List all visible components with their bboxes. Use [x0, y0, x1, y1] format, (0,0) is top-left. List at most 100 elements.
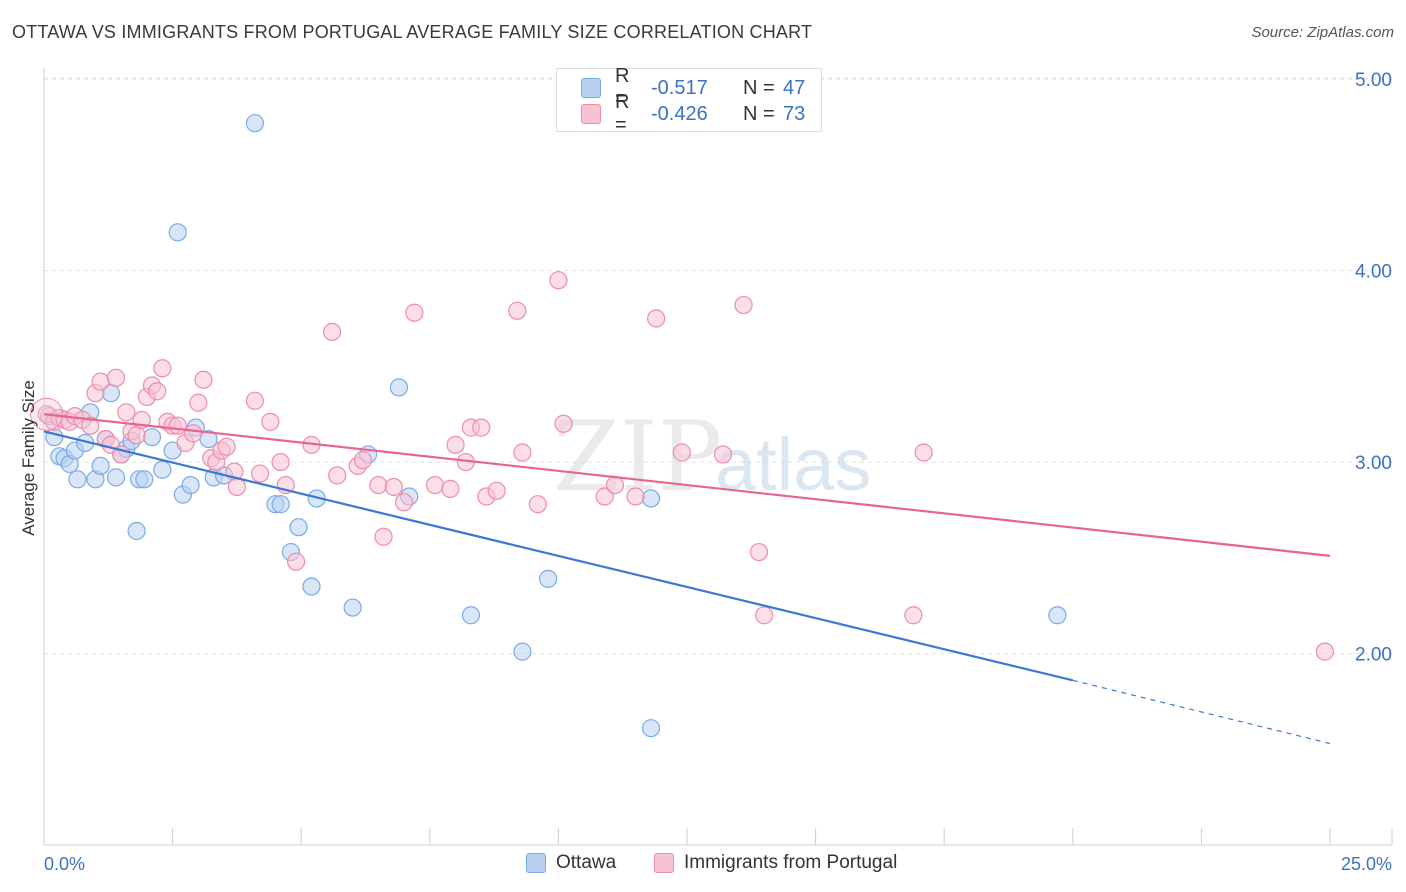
data-points: [30, 114, 1334, 738]
portugal-point: [168, 416, 187, 435]
axes: [43, 68, 1393, 846]
watermark-atlas: atlas: [715, 423, 871, 506]
portugal-point: [194, 370, 213, 389]
ottawa-point: [289, 518, 308, 537]
portugal-point: [184, 424, 203, 443]
portugal-point: [250, 464, 270, 483]
portugal-point: [245, 391, 265, 410]
ottawa-point: [245, 114, 265, 133]
portugal-point: [749, 542, 769, 562]
ottawa-point: [641, 719, 661, 738]
portugal-point: [549, 271, 568, 290]
ottawa-point: [641, 489, 661, 508]
portugal-point: [81, 416, 100, 435]
portugal-point: [353, 451, 373, 470]
portugal-point: [734, 295, 753, 315]
ottawa-point: [389, 378, 409, 397]
portugal-point: [472, 418, 491, 437]
ottawa-point: [135, 470, 154, 489]
portugal-point: [384, 477, 403, 497]
legend-n-value: 47: [783, 76, 806, 99]
portugal-point: [261, 412, 280, 431]
legend-swatch-portugal: [654, 853, 674, 873]
source-label: Source: ZipAtlas.com: [1251, 24, 1394, 41]
portugal-point: [148, 382, 167, 401]
ottawa-point: [343, 598, 362, 617]
y-tick-label: 3.00: [1355, 453, 1392, 474]
ottawa-point: [1048, 606, 1067, 625]
portugal-point: [271, 452, 290, 472]
grid-lines: [44, 77, 1392, 655]
portugal-point: [508, 301, 527, 320]
ottawa-point: [539, 569, 558, 588]
portugal-point: [595, 487, 614, 506]
y-tick-label: 2.00: [1355, 645, 1392, 666]
portugal-point: [904, 606, 923, 625]
y-tick-label: 4.00: [1355, 262, 1392, 283]
portugal-point: [446, 435, 465, 454]
ottawa-point: [513, 642, 532, 661]
portugal-point: [605, 475, 625, 495]
ottawa-point: [68, 470, 87, 489]
legend-row-ottawa: R = -0.517 N = 47: [581, 65, 806, 110]
legend-r-label: R =: [615, 91, 630, 136]
y-tick-label: 5.00: [1355, 70, 1392, 91]
tick-labels: 2.00 3.00 4.00 5.00 0.0% 25.0%: [44, 70, 1392, 874]
legend-r-label: R =: [615, 65, 630, 110]
legend-label-portugal: Immigrants from Portugal: [684, 852, 898, 873]
legend-label-ottawa: Ottawa: [556, 852, 617, 873]
chart-title: OTTAWA VS IMMIGRANTS FROM PORTUGAL AVERA…: [12, 22, 813, 42]
portugal-point: [369, 475, 388, 495]
portugal-point: [217, 437, 236, 456]
portugal-point: [528, 495, 547, 514]
portugal-point: [189, 393, 208, 412]
portugal-point: [647, 309, 666, 328]
portugal-point: [328, 466, 347, 485]
portugal-point: [441, 479, 460, 498]
portugal-point: [1315, 642, 1334, 661]
ottawa-point: [106, 468, 126, 487]
legend-swatch-portugal: [581, 104, 601, 124]
y-axis-label: Average Family Size: [19, 380, 38, 536]
portugal-point: [374, 527, 393, 546]
portugal-point: [286, 552, 306, 571]
portugal-point: [117, 403, 136, 422]
portugal-point: [106, 368, 126, 387]
ottawa-point: [91, 456, 110, 476]
x-tick-label: 0.0%: [44, 854, 85, 874]
portugal-point: [914, 443, 933, 462]
portugal-point: [554, 414, 573, 433]
portugal-trend-line: [43, 413, 1331, 557]
ottawa-point: [153, 460, 172, 479]
ottawa-trend-line: [43, 430, 1074, 682]
portugal-point: [626, 487, 645, 506]
portugal-point: [322, 322, 342, 341]
legend-swatch-ottawa: [526, 853, 546, 873]
legend-n-label: N =: [743, 102, 775, 125]
portugal-point: [405, 303, 424, 322]
ottawa-point: [45, 428, 64, 447]
legend-n-label: N =: [743, 76, 775, 99]
portugal-point: [394, 493, 414, 512]
portugal-point: [513, 443, 532, 462]
ottawa-point: [168, 223, 187, 242]
portugal-point: [91, 372, 110, 391]
legend-item-portugal[interactable]: Immigrants from Portugal: [654, 852, 897, 874]
ottawa-point: [271, 495, 290, 514]
legend-r-value: -0.517: [651, 76, 708, 99]
legend-item-ottawa[interactable]: Ottawa: [526, 852, 616, 874]
x-tick-label: 25.0%: [1341, 854, 1392, 874]
portugal-point: [227, 477, 246, 497]
ottawa-point: [181, 475, 200, 495]
ottawa-point: [302, 577, 321, 596]
portugal-point: [755, 606, 774, 625]
portugal-point: [127, 426, 146, 445]
ottawa-trend-extension: [1072, 679, 1331, 745]
portugal-point: [425, 475, 445, 495]
legend-r-value: -0.426: [651, 102, 708, 125]
portugal-point: [487, 481, 506, 500]
legend-swatch-ottawa: [581, 78, 601, 98]
series-legend: Ottawa Immigrants from Portugal: [0, 852, 1406, 878]
portugal-point: [672, 443, 691, 462]
